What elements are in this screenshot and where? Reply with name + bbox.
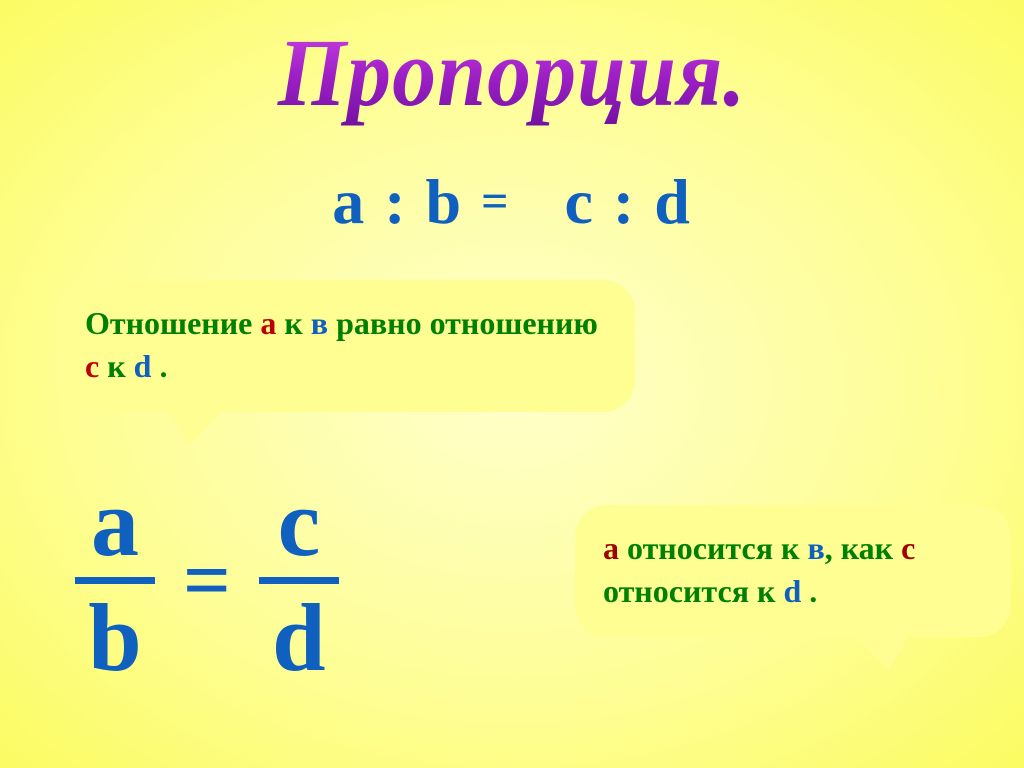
ratio-sentence: Отношение а к в равно отношению с к d . <box>85 302 605 388</box>
var-d: d <box>654 166 692 237</box>
colon-1: : <box>384 166 407 237</box>
frac-a: a <box>91 475 139 571</box>
var-a: a <box>332 166 366 237</box>
frac-bar-2 <box>259 577 339 584</box>
equals-2: = <box>183 532 231 629</box>
s1-b: в <box>311 305 328 341</box>
s1-d: d <box>134 348 152 384</box>
slide: Пропорция. a : b = c : d Отношение а к в… <box>0 0 1024 768</box>
proportion-fraction: a b = c d <box>75 475 339 686</box>
frac-bar-1 <box>75 577 155 584</box>
s2-a: а <box>603 530 619 566</box>
s2-p4: . <box>801 573 817 609</box>
frac-b: b <box>88 590 141 686</box>
colon-2: : <box>613 166 636 237</box>
s1-a: а <box>260 305 276 341</box>
var-b: b <box>426 166 464 237</box>
s2-d: d <box>783 573 801 609</box>
s1-p2: к <box>276 305 310 341</box>
callout-relates-sentence: а относится к в, как с относится к d . <box>575 505 1011 637</box>
s1-p1: Отношение <box>85 305 260 341</box>
frac-c: c <box>278 475 321 571</box>
proportion-inline: a : b = c : d <box>0 165 1024 239</box>
relates-sentence: а относится к в, как с относится к d . <box>603 527 983 613</box>
equals-1: = <box>481 175 510 228</box>
frac-d: d <box>272 590 325 686</box>
s2-p2: , как <box>825 530 901 566</box>
slide-title: Пропорция. <box>0 18 1024 129</box>
s1-p4: к <box>99 348 133 384</box>
s1-p5: . <box>151 348 167 384</box>
s2-b: в <box>807 530 824 566</box>
s1-c: с <box>85 348 99 384</box>
s2-p1: относится к <box>619 530 807 566</box>
callout-ratio-sentence: Отношение а к в равно отношению с к d . <box>55 280 635 412</box>
s2-p3: относится к <box>603 573 783 609</box>
fraction-ab: a b <box>75 475 155 686</box>
s2-c: с <box>901 530 915 566</box>
fraction-cd: c d <box>259 475 339 686</box>
s1-p3: равно отношению <box>328 305 598 341</box>
var-c: c <box>564 166 594 237</box>
